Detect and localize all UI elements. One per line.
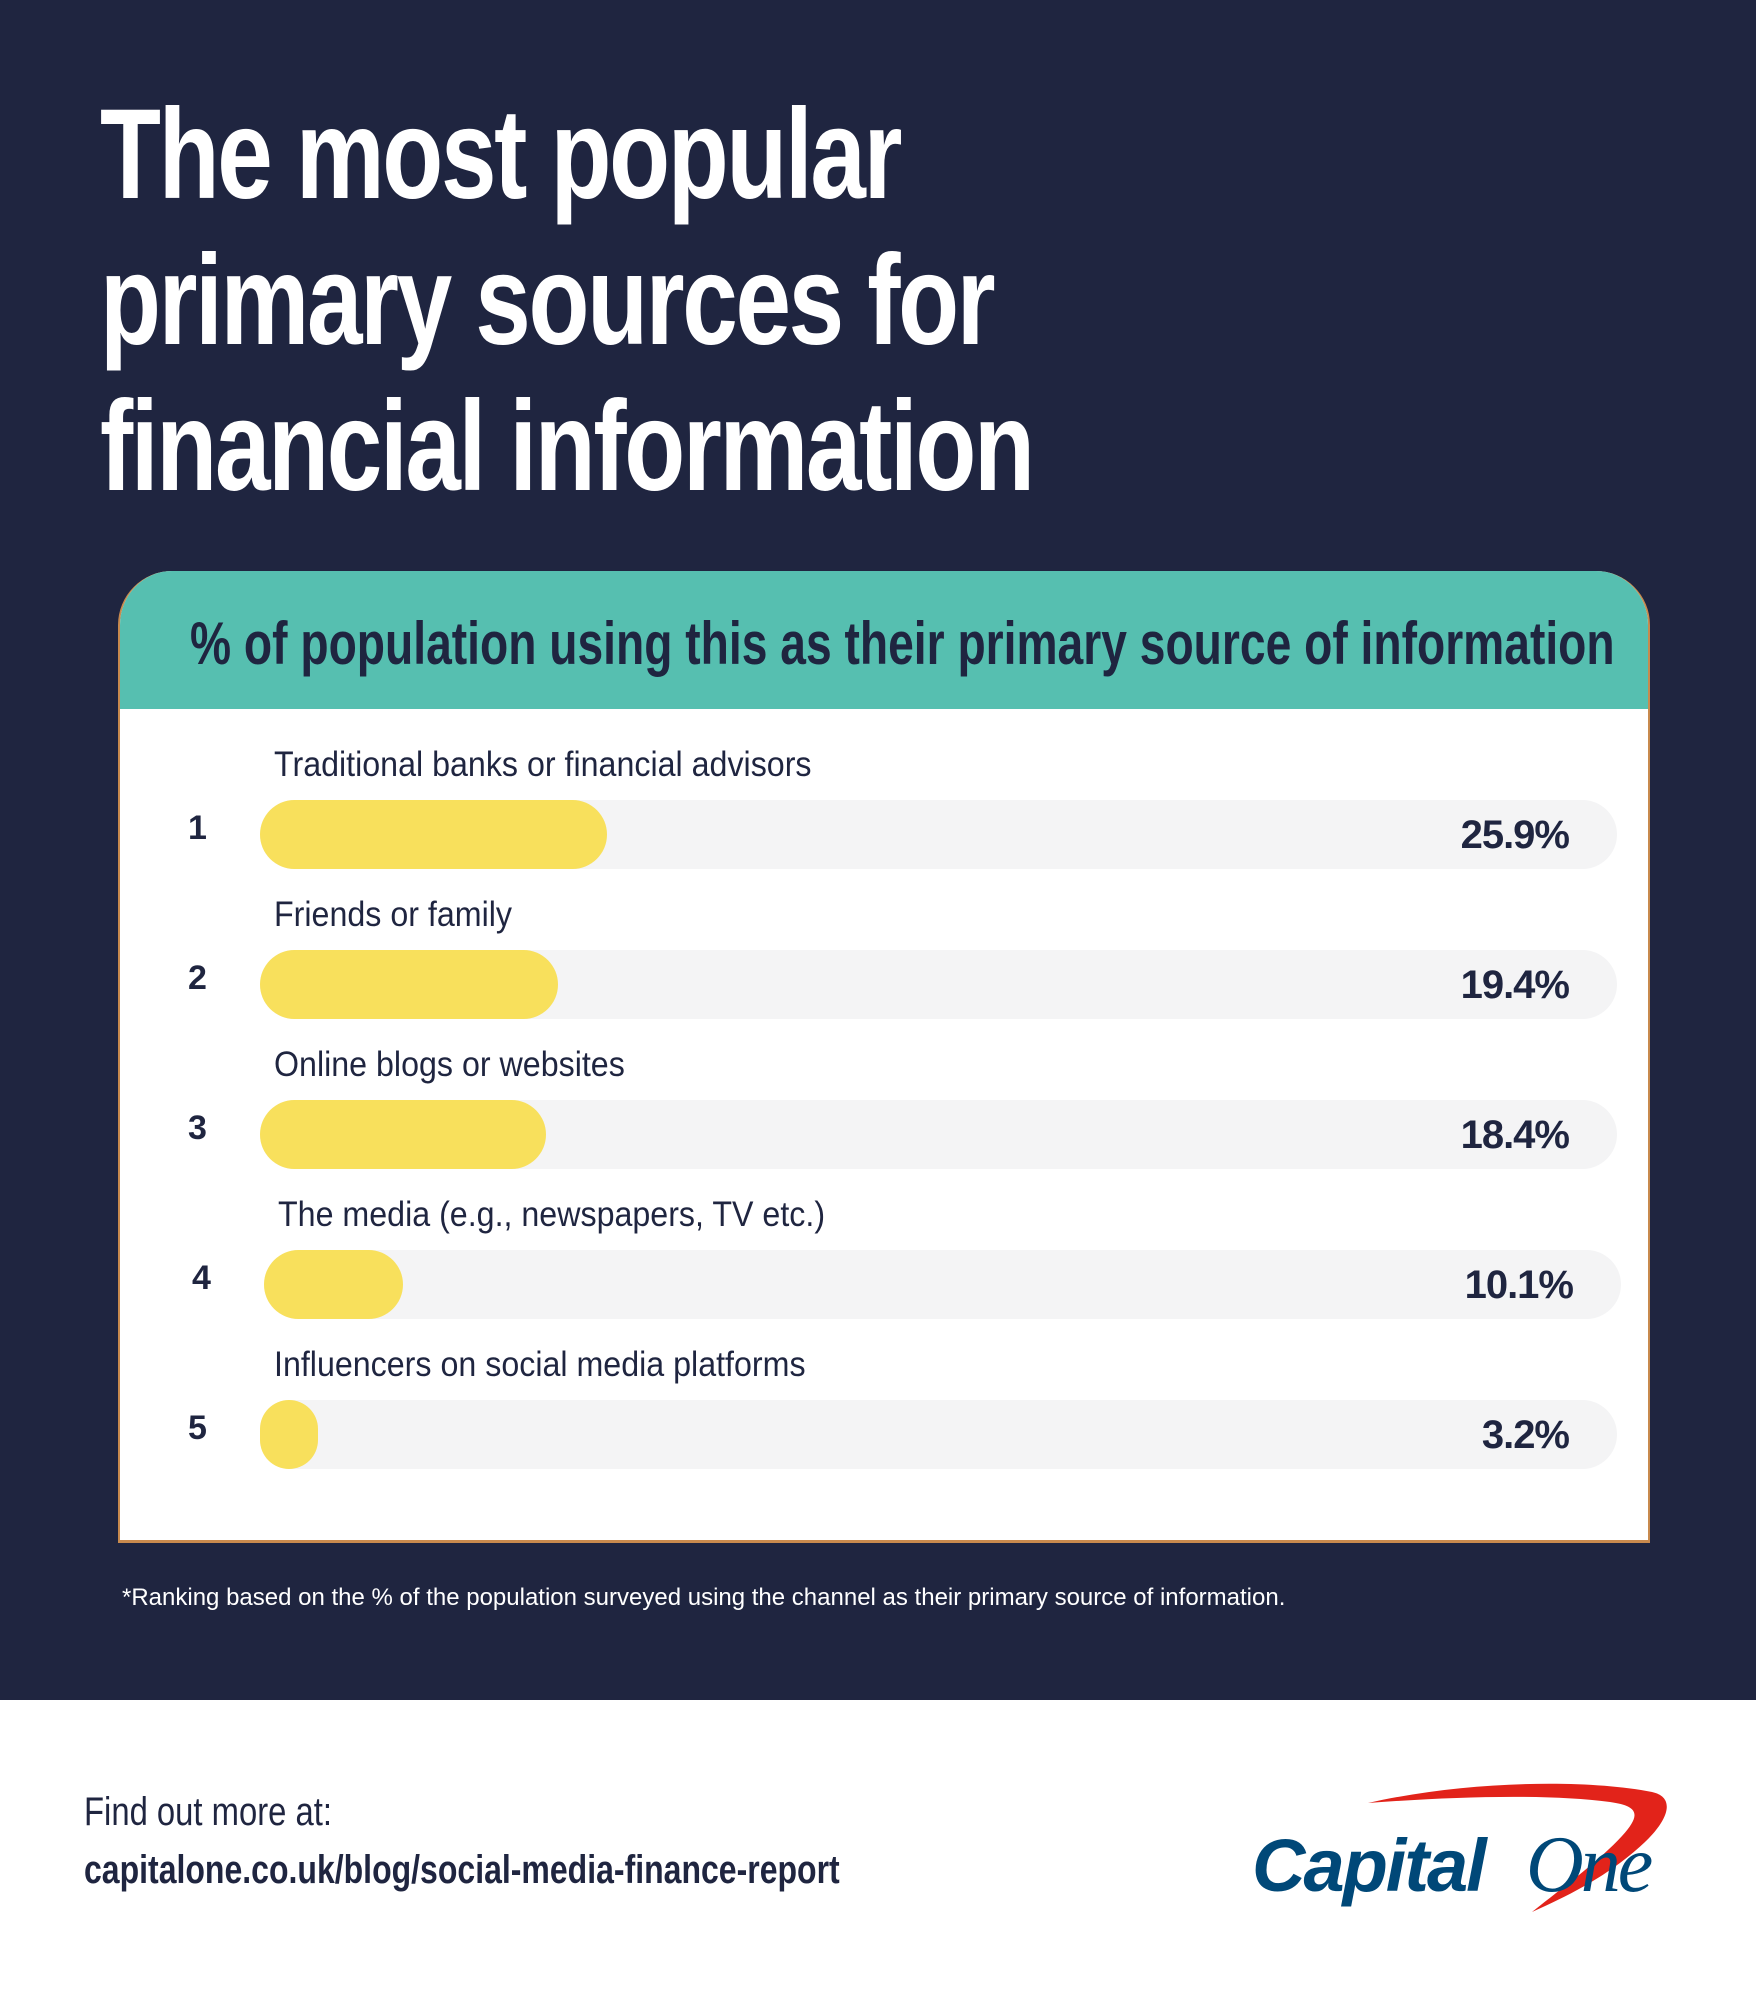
bar-row: Online blogs or websites 3 18.4% xyxy=(120,1044,1648,1194)
bar-category-label: Friends or family xyxy=(274,895,512,934)
bar-row: Friends or family 2 19.4% xyxy=(120,894,1648,1044)
bar-value-label: 25.9% xyxy=(1460,813,1570,857)
rank-number: 1 xyxy=(188,809,207,847)
cta-link[interactable]: capitalone.co.uk/blog/social-media-finan… xyxy=(84,1848,840,1892)
capital-one-logo: Capital One xyxy=(1250,1770,1680,1930)
rank-number: 4 xyxy=(192,1259,211,1297)
bar-row: Influencers on social media platforms 5 … xyxy=(120,1344,1648,1494)
bar-track: 19.4% xyxy=(260,950,1617,1019)
rank-number: 2 xyxy=(188,959,207,997)
bar-fill xyxy=(264,1250,403,1319)
bar-value-label: 19.4% xyxy=(1460,963,1570,1007)
bar-category-label: Online blogs or websites xyxy=(274,1045,625,1084)
bar-category-label: The media (e.g., newspapers, TV etc.) xyxy=(278,1195,826,1234)
rank-number: 5 xyxy=(188,1409,207,1447)
title-line-3: financial information xyxy=(100,375,1035,518)
bar-fill xyxy=(260,1100,546,1169)
chart-panel-header: % of population using this as their prim… xyxy=(120,571,1648,709)
bar-track: 25.9% xyxy=(260,800,1617,869)
bar-track: 3.2% xyxy=(260,1400,1617,1469)
bar-category-label: Traditional banks or financial advisors xyxy=(274,745,812,784)
title-line-2: primary sources for xyxy=(100,229,996,372)
title-line-1: The most popular xyxy=(100,83,902,226)
bar-row: Traditional banks or financial advisors … xyxy=(120,744,1648,894)
logo-text-capital: Capital xyxy=(1252,1824,1487,1907)
bar-row: The media (e.g., newspapers, TV etc.) 4 … xyxy=(124,1194,1648,1344)
chart-panel: % of population using this as their prim… xyxy=(118,571,1650,1543)
bar-value-label: 3.2% xyxy=(1481,1413,1570,1457)
bar-track: 18.4% xyxy=(260,1100,1617,1169)
bar-value-label: 10.1% xyxy=(1464,1263,1574,1307)
rank-number: 3 xyxy=(188,1109,207,1147)
bar-fill xyxy=(260,950,558,1019)
chart-subtitle: % of population using this as their prim… xyxy=(190,610,1615,677)
bar-track: 10.1% xyxy=(264,1250,1621,1319)
bar-category-label: Influencers on social media platforms xyxy=(274,1345,806,1384)
cta-label: Find out more at: xyxy=(84,1790,332,1834)
bar-fill xyxy=(260,800,607,869)
page-title: The most popular primary sources for fin… xyxy=(100,82,1114,520)
logo-text-one: One xyxy=(1526,1821,1653,1909)
footnote: *Ranking based on the % of the populatio… xyxy=(122,1584,1286,1611)
logo-swoosh-icon xyxy=(1368,1783,1667,1912)
bar-fill xyxy=(260,1400,318,1469)
bar-value-label: 18.4% xyxy=(1460,1113,1570,1157)
